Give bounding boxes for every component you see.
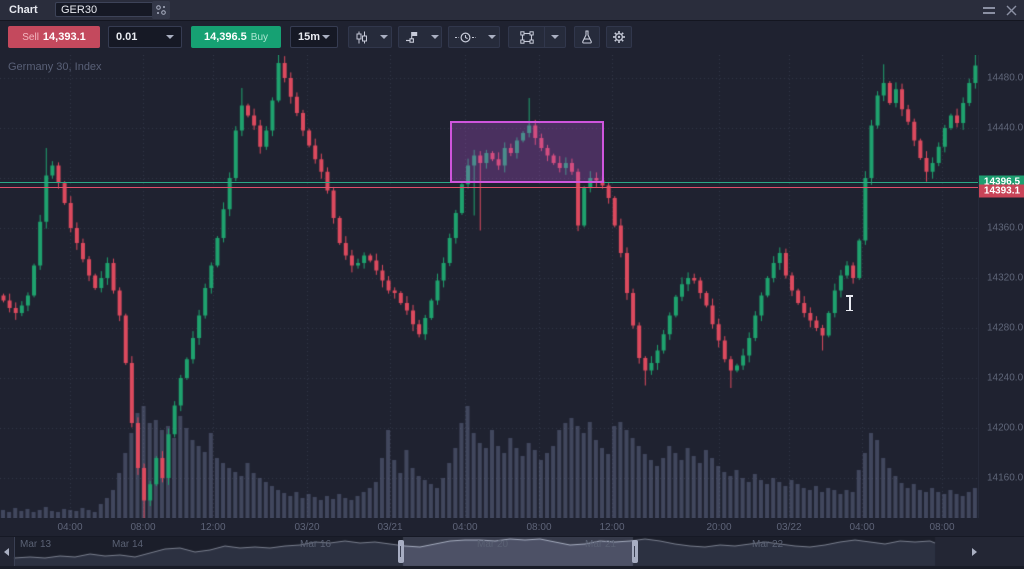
drawing-tools-button[interactable] (509, 27, 544, 47)
navigator-data-start-divider (14, 537, 15, 567)
time-axis-label: 12:00 (200, 522, 226, 533)
navigator-date-label: Mar 20 (477, 539, 509, 550)
arrow-right-icon (971, 548, 977, 556)
clock-icon (455, 31, 476, 44)
menu-icon (983, 5, 995, 15)
candlestick-icon (355, 31, 368, 44)
caret-down-icon (431, 35, 439, 39)
price-axis[interactable]: 14396.5 14393.1 14480.0 14440.0 14360.0 143… (978, 55, 1024, 518)
selection-rectangle[interactable] (450, 120, 604, 183)
gear-icon (612, 30, 626, 44)
time-axis-label: 04:00 (452, 522, 478, 533)
buy-button[interactable]: 14,396.5 Buy (191, 26, 281, 48)
compare-button[interactable] (152, 1, 170, 19)
navigator-date-label: Mar 16 (300, 539, 332, 550)
amount-value: 0.01 (116, 31, 138, 43)
compare-icon (155, 4, 167, 16)
price-axis-label: 14440.0 (987, 122, 1024, 134)
navigator-date-label: Mar 22 (752, 539, 784, 550)
time-axis-label: 08:00 (130, 522, 156, 533)
time-axis-label: 08:00 (929, 522, 955, 533)
time-axis-label: 04:00 (849, 522, 875, 533)
caret-down-icon (488, 35, 496, 39)
candlestick-chart[interactable] (0, 55, 978, 518)
time-axis-label: 03/20 (294, 522, 320, 533)
price-axis-label: 14360.0 (987, 222, 1024, 234)
price-axis-label: 14280.0 (987, 322, 1024, 334)
timeframe-select[interactable]: 15m (290, 26, 338, 48)
time-axis-label: 08:00 (526, 522, 552, 533)
time-axis-label: 12:00 (599, 522, 625, 533)
caret-down-icon (166, 35, 174, 39)
window-menu-button[interactable] (980, 2, 998, 18)
time-axis[interactable]: 04:00 08:00 12:00 03/20 03/21 04:00 08:00 12:00… (0, 518, 1024, 536)
navigator-date-label: Mar 14 (112, 539, 144, 550)
selection-rectangle-icon (519, 30, 534, 44)
drawing-tools-group (508, 26, 566, 48)
caret-down-icon (551, 35, 559, 39)
arrow-left-icon (3, 548, 9, 556)
sell-label: Sell (22, 31, 39, 43)
navigator-date-label: Mar 13 (20, 539, 52, 550)
caret-down-icon (322, 35, 330, 39)
close-icon (1006, 5, 1017, 16)
timeframe-value: 15m (298, 31, 321, 43)
buy-price: 14,396.5 (203, 31, 247, 43)
navigator-left-handle[interactable] (398, 540, 404, 563)
navigator-scroll-right-button[interactable] (968, 537, 980, 567)
indicators-caret[interactable] (425, 27, 445, 47)
time-axis-label: 03/21 (377, 522, 403, 533)
chart-type-group (348, 26, 392, 48)
divider (544, 27, 545, 47)
sessions-caret[interactable] (482, 27, 502, 47)
text-cursor (845, 295, 854, 311)
navigator-date-label: Mar 21 (585, 539, 617, 550)
time-axis-label: 04:00 (57, 522, 83, 533)
flask-icon (581, 30, 593, 44)
price-axis-label: 14200.0 (987, 422, 1024, 434)
navigator-right-handle[interactable] (632, 540, 638, 563)
indicators-group (398, 26, 442, 48)
window-close-button[interactable] (1002, 2, 1020, 18)
navigator[interactable]: Mar 13 Mar 14 Mar 16 Mar 20 Mar 21 Mar 22 (0, 536, 1024, 568)
indicator-flag-icon (405, 31, 419, 44)
instrument-label: Germany 30, Index (8, 61, 102, 73)
time-axis-label: 03/22 (776, 522, 802, 533)
sessions-button[interactable] (449, 27, 482, 47)
sell-price-line (0, 186, 978, 188)
sell-price: 14,393.1 (42, 31, 86, 43)
indicators-button[interactable] (399, 27, 425, 47)
analysis-button[interactable] (574, 26, 600, 48)
sell-button[interactable]: Sell 14,393.1 (8, 26, 100, 48)
chart-type-button[interactable] (349, 27, 374, 47)
sell-price-tag: 14393.1 (979, 184, 1024, 198)
bottom-edge (0, 566, 1024, 569)
price-axis-label: 14240.0 (987, 372, 1024, 384)
window-title: Chart (9, 4, 38, 16)
amount-select[interactable]: 0.01 (108, 26, 182, 48)
buy-label: Buy (250, 31, 269, 43)
caret-down-icon (380, 35, 388, 39)
navigator-scroll-left-button[interactable] (0, 537, 12, 567)
navigator-chart[interactable] (0, 537, 978, 567)
drawing-tools-caret[interactable] (545, 27, 565, 47)
symbol-input[interactable] (55, 2, 157, 17)
price-axis-label: 14160.0 (987, 472, 1024, 484)
time-axis-label: 20:00 (706, 522, 732, 533)
price-axis-label: 14320.0 (987, 272, 1024, 284)
settings-button[interactable] (606, 26, 632, 48)
chart-pane: Germany 30, Index (0, 55, 978, 518)
price-axis-label: 14480.0 (987, 72, 1024, 84)
chart-type-caret[interactable] (374, 27, 394, 47)
sessions-group (448, 26, 500, 48)
toolbar: Sell 14,393.1 0.01 14,396.5 Buy 15m (0, 21, 1024, 55)
title-bar: Chart (0, 0, 1024, 21)
